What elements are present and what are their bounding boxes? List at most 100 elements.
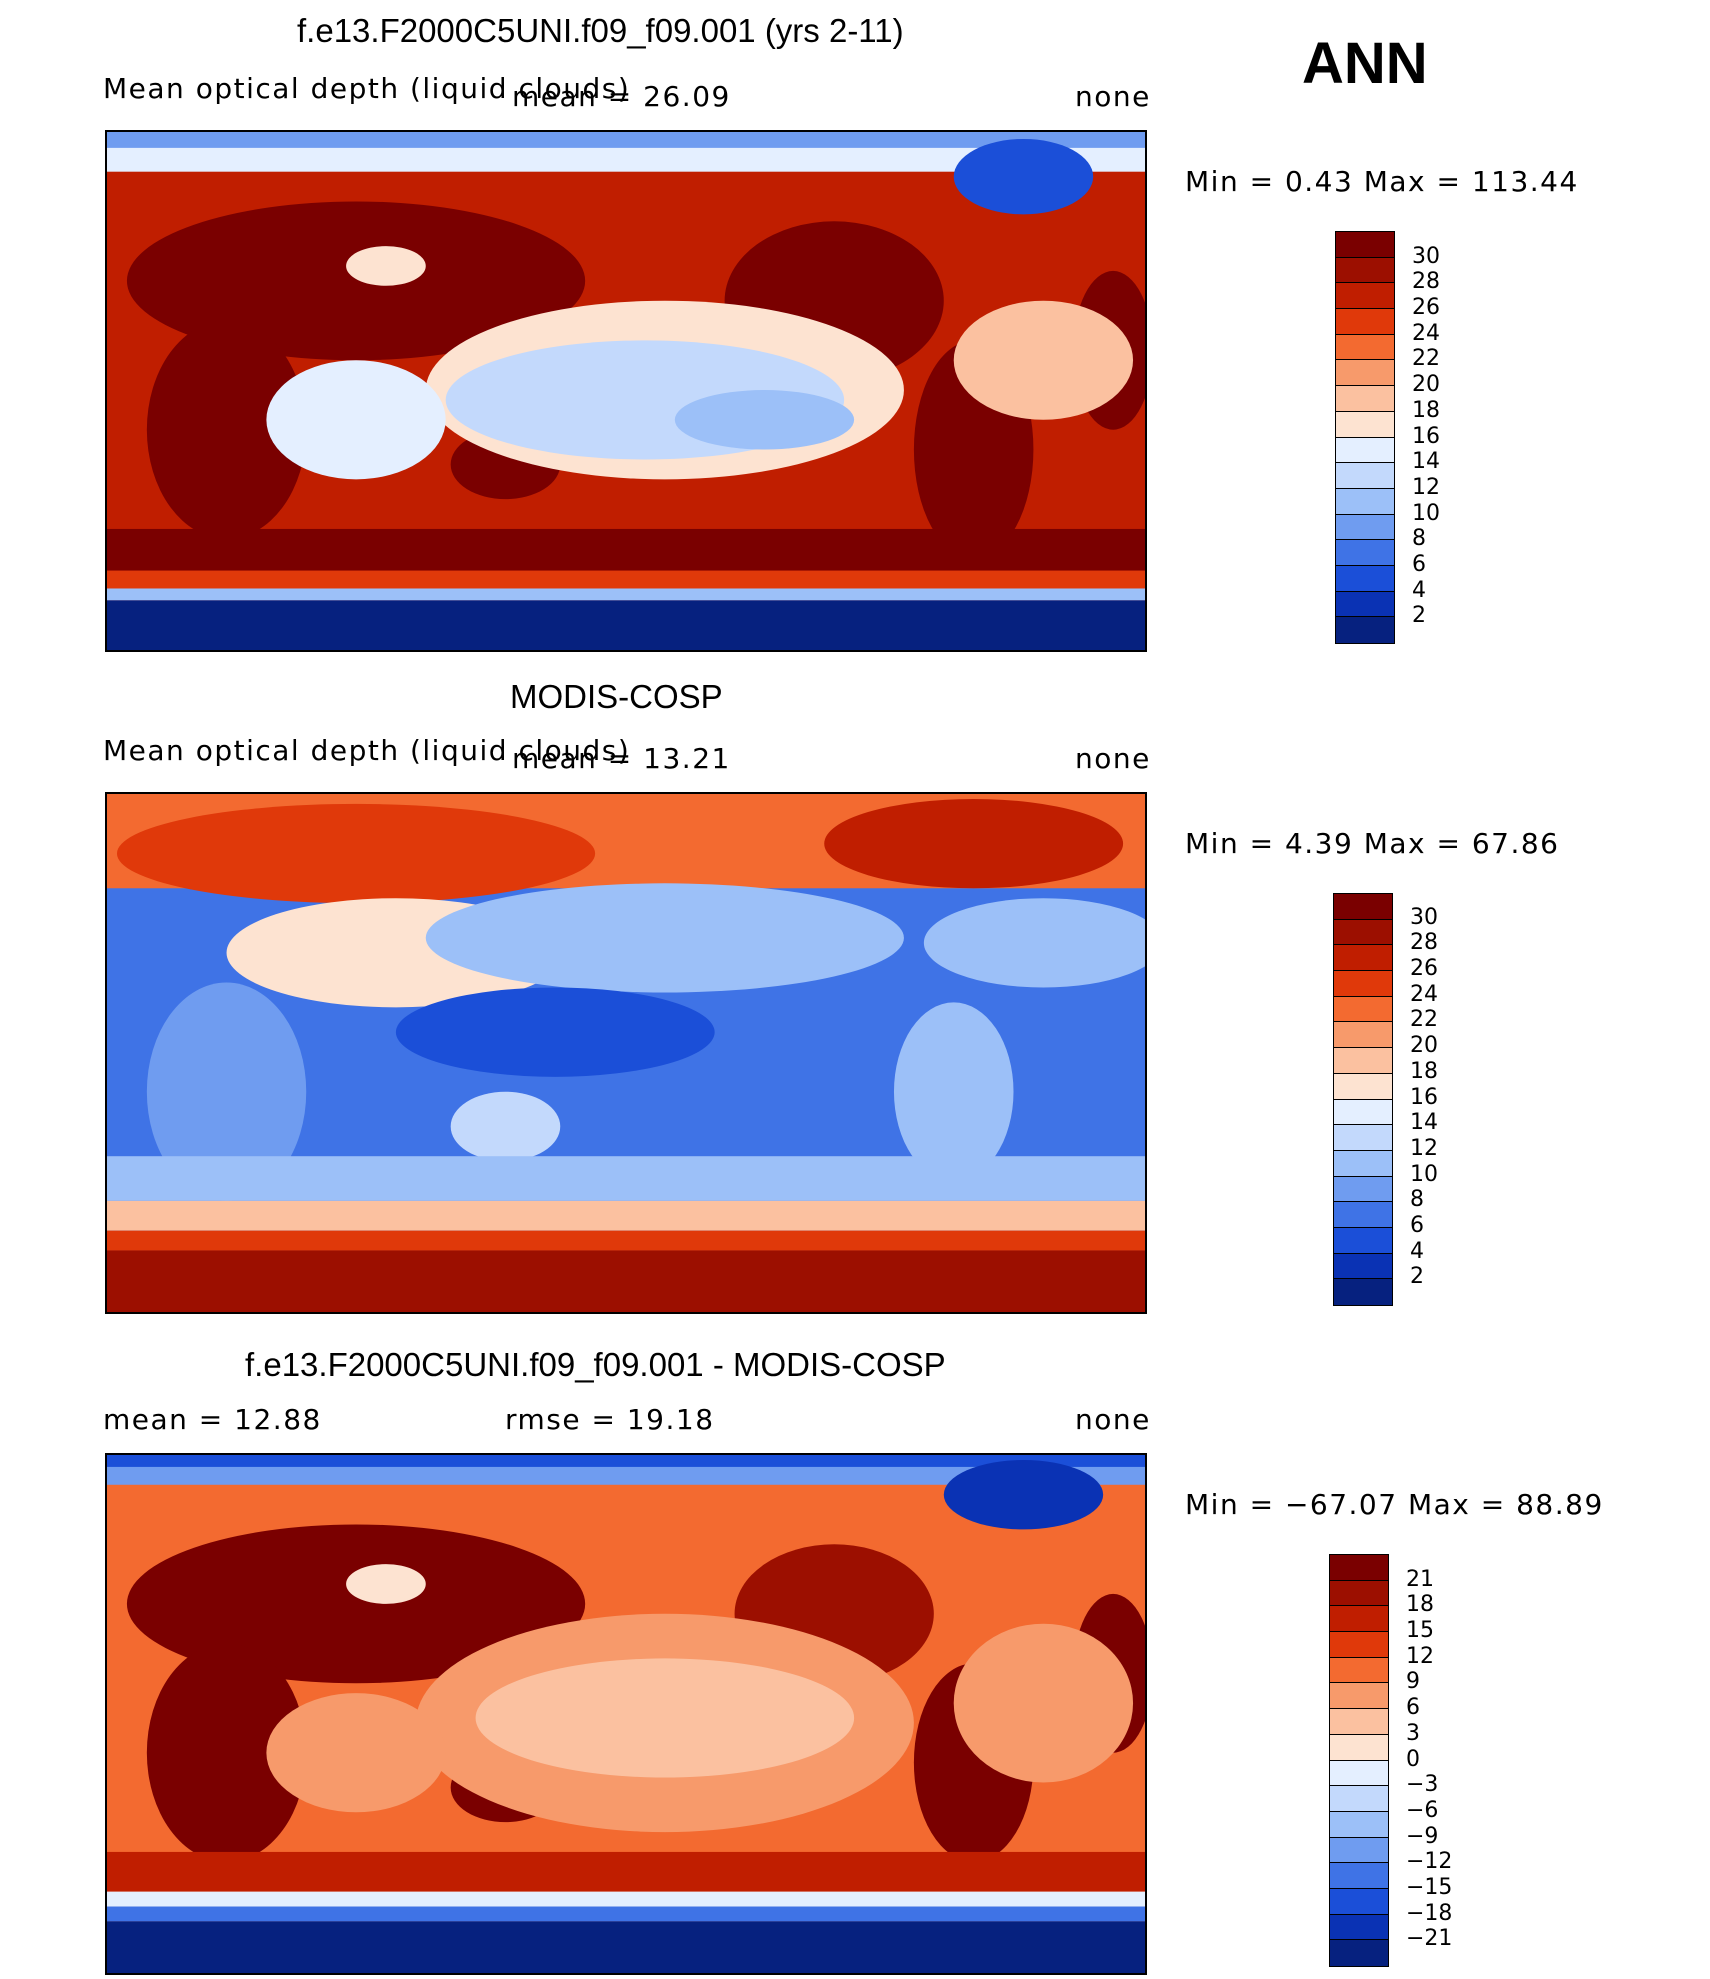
colorbar-segment <box>1330 1657 1388 1684</box>
colorbar-tick-label: 28 <box>1410 930 1438 956</box>
colorbar-segment <box>1330 1914 1388 1941</box>
panel-2-map-field <box>107 794 1145 1312</box>
colorbar-tick-label: 22 <box>1412 346 1440 372</box>
panel-2-map <box>105 792 1147 1314</box>
season-label: ANN <box>1302 31 1428 96</box>
colorbar-tick-label: 9 <box>1406 1669 1420 1695</box>
colorbar-segment <box>1334 1202 1392 1228</box>
colorbar-segment <box>1336 565 1394 592</box>
colorbar-segment <box>1336 463 1394 489</box>
colorbar-tick-label: −21 <box>1406 1926 1453 1952</box>
colorbar-segment <box>1336 309 1394 335</box>
panel-1-title: f.e13.F2000C5UNI.f09_f09.001 (yrs 2-11) <box>297 12 904 49</box>
panel-1-colorbar <box>1335 231 1395 644</box>
colorbar-segment <box>1330 1709 1388 1735</box>
colorbar-tick-label: 18 <box>1412 397 1440 423</box>
colorbar-segment <box>1336 437 1394 464</box>
colorbar-tick-label: 28 <box>1412 269 1440 295</box>
colorbar-tick-label: 16 <box>1410 1084 1438 1110</box>
colorbar-segment <box>1330 1632 1388 1658</box>
colorbar-tick-label: 30 <box>1412 243 1440 269</box>
panel-2-title: MODIS-COSP <box>510 678 723 715</box>
colorbar-tick-label: −15 <box>1406 1874 1453 1900</box>
panel-1-map-field <box>107 132 1145 650</box>
panel-1-units-label: none <box>1075 80 1151 113</box>
panel-1-min-max: Min = 0.43 Max = 113.44 <box>1185 165 1579 198</box>
panel-1-mean-label: mean = 26.09 <box>512 80 731 113</box>
colorbar-segment <box>1336 386 1394 412</box>
colorbar-tick-label: −3 <box>1406 1772 1439 1798</box>
colorbar-tick-label: 26 <box>1410 956 1438 982</box>
panel-3-map <box>105 1453 1147 1975</box>
colorbar-tick-label: 12 <box>1406 1643 1434 1669</box>
colorbar-tick-label: 26 <box>1412 295 1440 321</box>
colorbar-segment <box>1330 1760 1388 1787</box>
colorbar-segment <box>1330 1888 1388 1915</box>
colorbar-tick-label: 6 <box>1406 1695 1420 1721</box>
colorbar-tick-label: 3 <box>1406 1720 1420 1746</box>
colorbar-tick-label: 15 <box>1406 1618 1434 1644</box>
colorbar-tick-label: 8 <box>1410 1187 1424 1213</box>
panel-3-units-label: none <box>1075 1403 1151 1436</box>
panel-2-variable-label: Mean optical depth (liquid clouds) <box>103 734 631 767</box>
colorbar-tick-label: 12 <box>1412 474 1440 500</box>
colorbar-tick-label: 2 <box>1410 1264 1424 1290</box>
colorbar-tick-label: 30 <box>1410 904 1438 930</box>
colorbar-segment <box>1334 1279 1392 1305</box>
colorbar-segment <box>1334 996 1392 1023</box>
colorbar-segment <box>1330 1786 1388 1812</box>
colorbar-tick-label: 20 <box>1412 372 1440 398</box>
colorbar-segment <box>1336 232 1394 258</box>
colorbar-segment <box>1334 1150 1392 1177</box>
colorbar-tick-label: 0 <box>1406 1746 1420 1772</box>
colorbar-tick-label: 24 <box>1410 981 1438 1007</box>
colorbar-tick-label: 18 <box>1406 1592 1434 1618</box>
colorbar-segment <box>1334 1073 1392 1100</box>
colorbar-segment <box>1330 1580 1388 1607</box>
colorbar-tick-label: 10 <box>1410 1161 1438 1187</box>
colorbar-segment <box>1336 540 1394 566</box>
colorbar-tick-label: 21 <box>1406 1566 1434 1592</box>
colorbar-tick-label: 14 <box>1412 449 1440 475</box>
panel-2-mean-label: mean = 13.21 <box>512 742 731 775</box>
colorbar-tick-label: 6 <box>1412 551 1426 577</box>
colorbar-segment <box>1330 1734 1388 1761</box>
colorbar-segment <box>1336 514 1394 541</box>
colorbar-segment <box>1336 617 1394 643</box>
panel-3-rmse-label: rmse = 19.18 <box>505 1403 715 1436</box>
colorbar-tick-label: 12 <box>1410 1135 1438 1161</box>
colorbar-segment <box>1334 1176 1392 1203</box>
colorbar-tick-label: 8 <box>1412 526 1426 552</box>
colorbar-segment <box>1336 411 1394 438</box>
colorbar-segment <box>1334 1022 1392 1049</box>
colorbar-segment <box>1334 971 1392 997</box>
colorbar-tick-label: −18 <box>1406 1900 1453 1926</box>
panel-2-min-max: Min = 4.39 Max = 67.86 <box>1185 827 1560 860</box>
colorbar-tick-label: 22 <box>1410 1007 1438 1033</box>
colorbar-segment <box>1334 1099 1392 1126</box>
colorbar-tick-label: 10 <box>1412 500 1440 526</box>
colorbar-segment <box>1334 894 1392 920</box>
panel-1-map <box>105 130 1147 652</box>
colorbar-segment <box>1336 488 1394 515</box>
colorbar-tick-label: −12 <box>1406 1849 1453 1875</box>
colorbar-segment <box>1336 591 1394 618</box>
colorbar-tick-label: −6 <box>1406 1797 1439 1823</box>
colorbar-segment <box>1336 334 1394 361</box>
panel-2-colorbar <box>1333 893 1393 1306</box>
colorbar-tick-label: 4 <box>1412 577 1426 603</box>
colorbar-segment <box>1334 1125 1392 1151</box>
colorbar-tick-label: 14 <box>1410 1110 1438 1136</box>
colorbar-segment <box>1334 1253 1392 1280</box>
colorbar-tick-label: 20 <box>1410 1033 1438 1059</box>
colorbar-tick-label: 18 <box>1410 1058 1438 1084</box>
colorbar-segment <box>1330 1940 1388 1966</box>
colorbar-segment <box>1334 945 1392 972</box>
panel-3-mean-label: mean = 12.88 <box>103 1403 322 1436</box>
colorbar-tick-label: 16 <box>1412 423 1440 449</box>
colorbar-segment <box>1330 1555 1388 1581</box>
colorbar-segment <box>1330 1811 1388 1838</box>
panel-3-min-max: Min = −67.07 Max = 88.89 <box>1185 1488 1604 1521</box>
colorbar-tick-label: −9 <box>1406 1823 1439 1849</box>
colorbar-segment <box>1336 283 1394 310</box>
